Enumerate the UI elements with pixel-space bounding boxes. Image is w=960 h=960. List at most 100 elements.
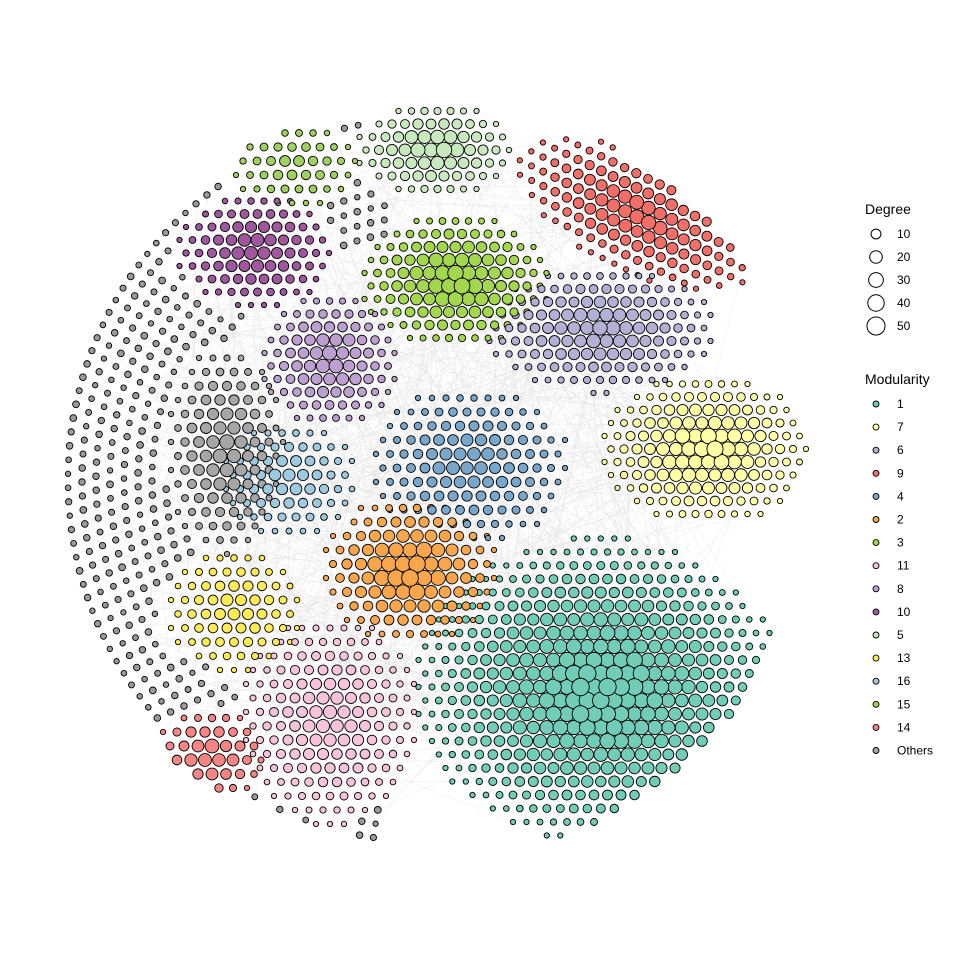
network-node bbox=[278, 360, 290, 372]
network-node bbox=[776, 393, 784, 401]
network-node bbox=[146, 352, 154, 360]
network-node bbox=[426, 476, 438, 488]
network-node bbox=[308, 184, 318, 194]
network-node bbox=[289, 748, 301, 760]
network-node bbox=[654, 733, 669, 749]
network-node bbox=[453, 277, 471, 295]
network-node bbox=[271, 581, 281, 591]
network-node bbox=[283, 651, 293, 661]
network-node bbox=[379, 464, 387, 472]
network-node bbox=[510, 230, 518, 238]
network-node bbox=[555, 804, 565, 813]
network-node bbox=[349, 601, 359, 611]
network-node bbox=[94, 514, 102, 522]
network-node bbox=[566, 747, 581, 762]
network-node bbox=[319, 414, 327, 422]
network-node bbox=[430, 542, 446, 558]
network-node bbox=[331, 776, 343, 788]
network-node bbox=[207, 492, 219, 504]
network-node bbox=[454, 420, 466, 432]
network-node bbox=[447, 695, 457, 706]
network-node bbox=[284, 442, 295, 453]
network-node bbox=[83, 533, 91, 542]
network-node bbox=[205, 767, 219, 781]
network-node bbox=[481, 601, 491, 611]
network-node bbox=[442, 394, 450, 402]
network-node bbox=[221, 713, 231, 723]
network-node bbox=[180, 595, 190, 605]
network-node bbox=[96, 528, 104, 536]
network-node bbox=[237, 233, 252, 247]
network-node bbox=[373, 569, 391, 587]
network-node bbox=[499, 640, 513, 653]
network-node bbox=[441, 737, 450, 745]
network-node bbox=[335, 346, 350, 360]
network-node bbox=[539, 639, 555, 654]
network-node bbox=[92, 472, 100, 480]
network-node bbox=[618, 218, 633, 233]
network-node bbox=[305, 806, 313, 814]
network-edge bbox=[185, 295, 346, 448]
network-node bbox=[123, 516, 131, 525]
network-node bbox=[83, 423, 90, 430]
network-node bbox=[588, 284, 599, 294]
network-node bbox=[689, 238, 702, 252]
network-node bbox=[540, 212, 547, 219]
network-node bbox=[423, 292, 436, 306]
network-node bbox=[637, 561, 646, 570]
network-node bbox=[262, 693, 272, 703]
network-node bbox=[737, 655, 748, 665]
network-node bbox=[291, 334, 303, 346]
network-node bbox=[163, 499, 171, 508]
network-node bbox=[704, 509, 713, 519]
network-node bbox=[304, 455, 316, 467]
network-node bbox=[539, 153, 547, 161]
network-node bbox=[393, 492, 401, 500]
network-node bbox=[601, 283, 612, 295]
network-node bbox=[628, 761, 641, 775]
network-node bbox=[407, 408, 415, 416]
network-node bbox=[93, 500, 101, 508]
network-node bbox=[373, 268, 382, 278]
network-node bbox=[151, 610, 159, 618]
network-node bbox=[561, 334, 574, 348]
network-node bbox=[227, 421, 241, 435]
network-node bbox=[669, 468, 683, 482]
network-node bbox=[620, 638, 636, 655]
network-node bbox=[367, 763, 377, 773]
network-node bbox=[158, 276, 166, 285]
network-node bbox=[189, 669, 196, 676]
network-node bbox=[466, 681, 479, 693]
network-node bbox=[567, 613, 581, 626]
network-node bbox=[489, 562, 496, 569]
network-node bbox=[630, 225, 644, 238]
network-node bbox=[252, 156, 262, 166]
network-node bbox=[744, 380, 751, 388]
network-node bbox=[687, 298, 695, 306]
network-node bbox=[470, 394, 478, 402]
network-node bbox=[291, 806, 299, 814]
network-node bbox=[227, 607, 241, 621]
network-node bbox=[157, 546, 165, 555]
network-node bbox=[381, 679, 391, 689]
modularity-legend-label: 5 bbox=[897, 628, 904, 642]
network-node bbox=[174, 424, 182, 432]
network-node bbox=[420, 184, 429, 194]
network-node bbox=[178, 323, 185, 331]
network-node bbox=[264, 623, 274, 633]
network-node bbox=[424, 529, 438, 543]
network-node bbox=[269, 735, 279, 745]
network-node bbox=[379, 255, 389, 265]
network-node bbox=[273, 197, 281, 205]
network-edge bbox=[315, 337, 502, 629]
network-node bbox=[250, 513, 258, 521]
network-node bbox=[173, 554, 182, 562]
network-node bbox=[677, 233, 690, 246]
network-node bbox=[325, 791, 335, 801]
network-node bbox=[625, 430, 636, 442]
network-node bbox=[145, 704, 152, 711]
network-node bbox=[293, 288, 300, 296]
network-node bbox=[256, 764, 264, 772]
network-node bbox=[607, 612, 622, 627]
network-node bbox=[193, 594, 205, 606]
